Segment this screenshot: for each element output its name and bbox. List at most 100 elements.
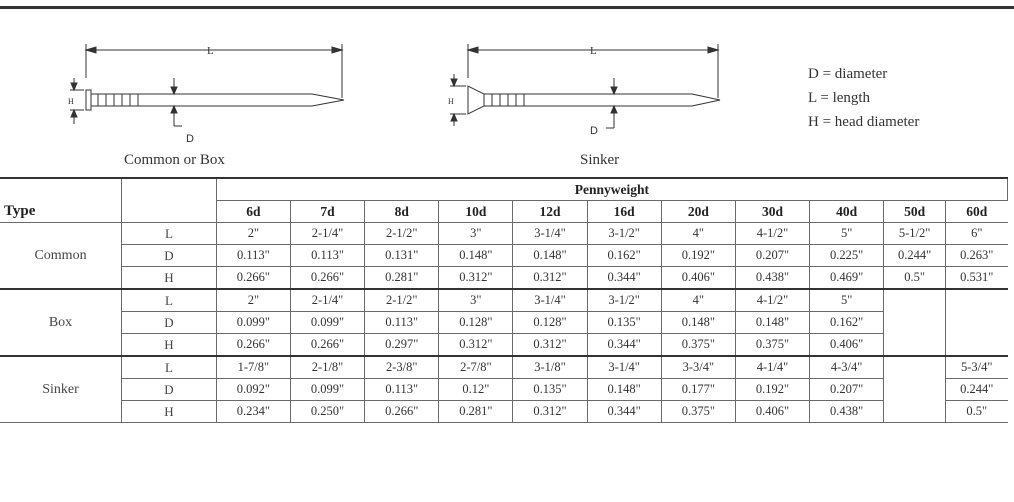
type-cell-sinker: Sinker bbox=[0, 355, 123, 423]
value-cell: 0.406" bbox=[734, 400, 811, 423]
value-cell: 0.266" bbox=[289, 266, 366, 290]
pennyweight-header: Pennyweight bbox=[215, 177, 1009, 201]
table-row: D 0.099" 0.099" 0.113" 0.128" 0.128" 0.135" 0.1… bbox=[0, 311, 1008, 334]
value-cell: 0.531" bbox=[945, 266, 1008, 290]
value-cell: 0.312" bbox=[438, 333, 514, 357]
value-cell: 4" bbox=[660, 288, 736, 312]
value-cell: 0.113" bbox=[364, 311, 440, 334]
dimension-legend: D = diameter L = length H = head diamete… bbox=[808, 62, 919, 134]
sinker-nail-caption: Sinker bbox=[580, 152, 620, 168]
value-cell: 0.225" bbox=[809, 244, 885, 267]
value-cell: 0.128" bbox=[438, 311, 514, 334]
value-cell: 0.375" bbox=[660, 333, 736, 357]
column-header-12d: 12d bbox=[512, 200, 588, 223]
column-header-16d: 16d bbox=[586, 200, 662, 223]
column-header-10d: 10d bbox=[438, 200, 514, 223]
value-cell: 0.192" bbox=[734, 378, 811, 401]
value-cell: 3-1/4" bbox=[512, 288, 588, 312]
value-cell: 2-3/8" bbox=[364, 355, 440, 379]
value-cell bbox=[945, 288, 1008, 312]
row-label: D bbox=[121, 311, 217, 334]
value-cell: 0.099" bbox=[289, 311, 366, 334]
legend-diameter: D = diameter bbox=[808, 66, 888, 82]
value-cell: 3-3/4" bbox=[660, 355, 736, 379]
value-cell: 0.135" bbox=[512, 378, 588, 401]
value-cell: 4-3/4" bbox=[809, 355, 885, 379]
value-cell: 0.263" bbox=[945, 244, 1008, 267]
value-cell: 5-1/2" bbox=[883, 222, 947, 245]
table-row: Sinker L 1-7/8" 2-1/8" 2-3/8" 2-7/8" 3-1/8" 3-1… bbox=[0, 355, 1008, 423]
value-cell: 2-1/4" bbox=[289, 222, 366, 245]
value-cell bbox=[883, 311, 947, 334]
value-cell: 0.344" bbox=[586, 400, 662, 423]
value-cell: 4-1/4" bbox=[734, 355, 811, 379]
row-label: L bbox=[121, 222, 217, 245]
column-header-40d: 40d bbox=[809, 200, 885, 223]
value-cell: 5" bbox=[809, 222, 885, 245]
value-cell: 0.250" bbox=[289, 400, 366, 423]
value-cell: 0.099" bbox=[289, 378, 366, 401]
nail-table-body: Common L 2" 2-1/4" 2-1/2" 3" 3-1/4" 3-1/2" 4" 4-1… bbox=[0, 222, 1008, 423]
value-cell: 0.266" bbox=[289, 333, 366, 357]
value-cell: 0.192" bbox=[660, 244, 736, 267]
type-cell-common: Common bbox=[0, 222, 123, 290]
value-cell: 0.113" bbox=[364, 378, 440, 401]
value-cell: 0.131" bbox=[364, 244, 440, 267]
value-cell: 0.128" bbox=[512, 311, 588, 334]
value-cell: 0.099" bbox=[215, 311, 291, 334]
svg-text:H: H bbox=[448, 97, 454, 106]
value-cell bbox=[883, 400, 947, 423]
value-cell: 4" bbox=[660, 222, 736, 245]
value-cell: 0.177" bbox=[660, 378, 736, 401]
svg-text:L: L bbox=[207, 45, 214, 57]
row-label: H bbox=[121, 266, 217, 290]
value-cell: 0.135" bbox=[586, 311, 662, 334]
value-cell: 4-1/2" bbox=[734, 288, 811, 312]
value-cell: 0.207" bbox=[734, 244, 811, 267]
svg-text:D: D bbox=[186, 133, 194, 145]
value-cell bbox=[883, 378, 947, 401]
value-cell: 0.244" bbox=[945, 378, 1008, 401]
value-cell bbox=[945, 333, 1008, 357]
value-cell: 2" bbox=[215, 222, 291, 245]
type-cell-box: Box bbox=[0, 288, 123, 357]
value-cell: 0.344" bbox=[586, 266, 662, 290]
label-header bbox=[121, 200, 217, 223]
value-cell: 0.281" bbox=[438, 400, 514, 423]
value-cell: 0.148" bbox=[438, 244, 514, 267]
value-cell: 6" bbox=[945, 222, 1008, 245]
value-cell: 2-1/4" bbox=[289, 288, 366, 312]
value-cell: 1-7/8" bbox=[215, 355, 291, 379]
row-label: D bbox=[121, 244, 217, 267]
table-row: H 0.266" 0.266" 0.281" 0.312" 0.312" 0.344" 0.4… bbox=[0, 266, 1008, 290]
row-label: L bbox=[121, 288, 217, 312]
value-cell: 0.113" bbox=[289, 244, 366, 267]
column-header-7d: 7d bbox=[289, 200, 366, 223]
value-cell: 2-1/2" bbox=[364, 288, 440, 312]
value-cell: 3-1/2" bbox=[586, 288, 662, 312]
value-cell: 2" bbox=[215, 288, 291, 312]
value-cell: 0.148" bbox=[512, 244, 588, 267]
value-cell: 0.266" bbox=[215, 333, 291, 357]
svg-text:H: H bbox=[68, 97, 74, 106]
label-header-top bbox=[121, 177, 217, 201]
value-cell: 5-3/4" bbox=[945, 355, 1008, 379]
value-cell: 0.312" bbox=[512, 266, 588, 290]
row-label: D bbox=[121, 378, 217, 401]
value-cell: 0.244" bbox=[883, 244, 947, 267]
value-cell: 0.406" bbox=[660, 266, 736, 290]
column-header-20d: 20d bbox=[660, 200, 736, 223]
value-cell bbox=[883, 355, 947, 379]
column-header-60d: 60d bbox=[945, 200, 1008, 223]
table-row: Common L 2" 2-1/4" 2-1/2" 3" 3-1/4" 3-1/2" 4" 4-1… bbox=[0, 222, 1008, 290]
value-cell: 3" bbox=[438, 222, 514, 245]
legend-head-diameter: H = head diameter bbox=[808, 114, 920, 130]
value-cell bbox=[945, 311, 1008, 334]
column-header-8d: 8d bbox=[364, 200, 440, 223]
value-cell: 3-1/8" bbox=[512, 355, 588, 379]
value-cell: 3" bbox=[438, 288, 514, 312]
table-row: H 0.234" 0.250" 0.266" 0.281" 0.312" 0.344" 0.3… bbox=[0, 400, 1008, 423]
value-cell: 0.266" bbox=[364, 400, 440, 423]
svg-text:L: L bbox=[590, 45, 597, 57]
column-header-50d: 50d bbox=[883, 200, 947, 223]
